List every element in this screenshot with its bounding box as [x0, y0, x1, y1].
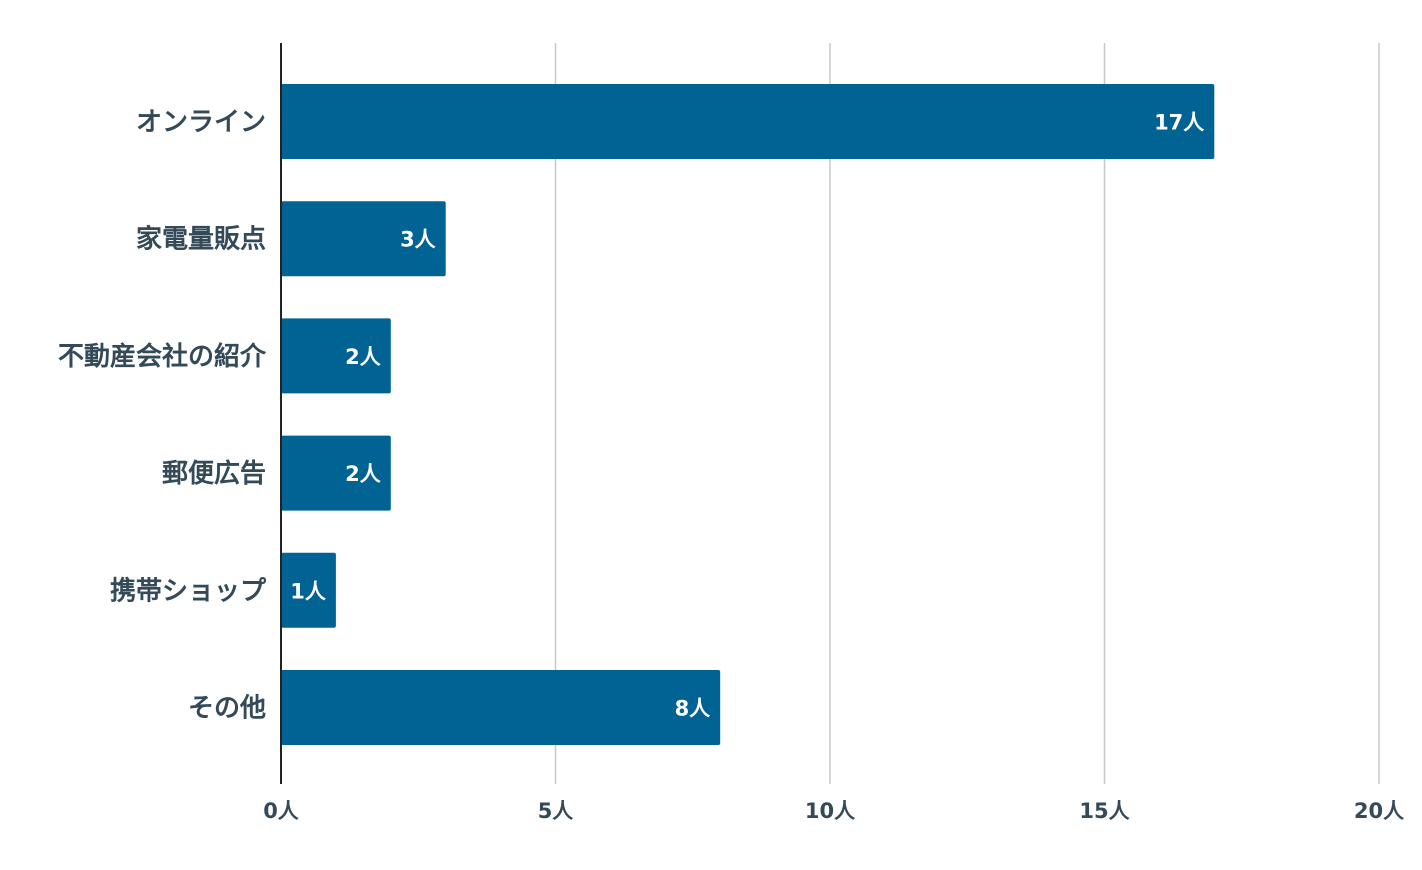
- x-tick-label: 5人: [538, 799, 574, 823]
- bar: [281, 670, 721, 745]
- category-label: その他: [188, 694, 266, 724]
- bar: [281, 84, 1215, 159]
- bars: [281, 84, 1215, 745]
- bar-value-label: 2人: [345, 462, 381, 486]
- x-tick-label: 15人: [1079, 799, 1129, 823]
- x-tick-label: 10人: [805, 799, 855, 823]
- x-tick-label: 0人: [263, 799, 299, 823]
- bar-value-label: 2人: [345, 345, 381, 369]
- x-tick-label: 20人: [1354, 799, 1404, 823]
- bar: [281, 318, 391, 394]
- value-labels: 17人 3人 2人 2人 1人 8人: [290, 111, 1204, 721]
- gridlines: [554, 43, 1380, 784]
- category-label: 家電量販点: [136, 224, 266, 255]
- category-label: 不動産会社の紹介: [58, 341, 267, 372]
- bar: [281, 552, 336, 628]
- category-label: オンライン: [136, 108, 266, 138]
- bar-value-label: 1人: [290, 579, 326, 603]
- x-tick-labels: 0人 5人 10人 15人 20人: [263, 799, 1404, 823]
- category-label: 携帯ショップ: [110, 575, 267, 606]
- bar-value-label: 17人: [1154, 111, 1204, 135]
- category-label: 郵便広告: [162, 458, 266, 489]
- bar-value-label: 3人: [400, 228, 436, 252]
- bar-value-label: 8人: [675, 697, 711, 721]
- bar: [281, 435, 391, 511]
- bar: [281, 201, 446, 277]
